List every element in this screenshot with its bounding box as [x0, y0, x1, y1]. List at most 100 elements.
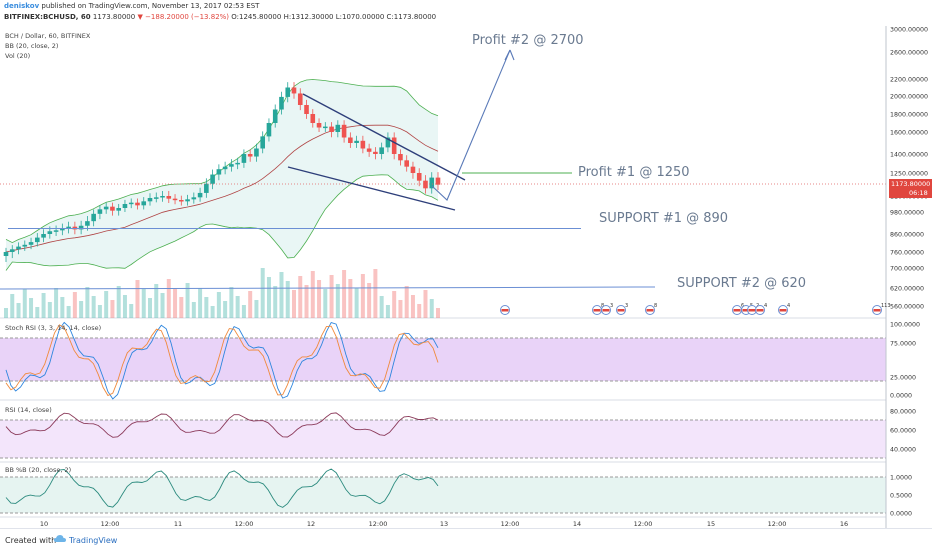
vol-legend[interactable]: Vol (20): [5, 52, 31, 60]
stoch-d-line: [5, 324, 439, 397]
time-tick-label: 12:00: [369, 520, 388, 528]
volume-bar: [298, 276, 303, 318]
volume-bar: [367, 283, 372, 318]
volume-bar: [60, 297, 65, 318]
volume-bar: [241, 305, 246, 318]
candle-body: [103, 206, 109, 210]
volume-bar: [373, 269, 378, 318]
candle-body: [97, 209, 103, 214]
volume-bar: [379, 296, 384, 318]
candle-body: [310, 114, 316, 123]
candle-body: [266, 123, 272, 137]
volume-bar: [173, 288, 178, 318]
volume-bar: [16, 303, 21, 318]
open-value: O:1245.80000: [231, 13, 282, 21]
candle-body: [279, 96, 284, 110]
price-tick-label: 2000.00000: [890, 94, 928, 101]
volume-bar: [360, 274, 365, 318]
candle-body: [210, 174, 215, 184]
bbpb-legend[interactable]: BB %B (20, close, 2): [5, 466, 72, 474]
lower-trendline: [287, 166, 456, 211]
volume-bar: [97, 305, 102, 318]
volume-bar: [429, 299, 434, 318]
volume-bar: [148, 298, 152, 318]
event-count: 4: [764, 303, 767, 309]
volume-bar: [254, 300, 259, 318]
stoch-k-line: [5, 321, 439, 400]
volume-bar: [304, 285, 309, 318]
volume-bar: [323, 289, 328, 318]
event-flag-stripe: [779, 309, 787, 312]
rsi-legend[interactable]: RSI (14, close): [5, 406, 52, 414]
drawings[interactable]: [0, 49, 886, 290]
volume-bar: [41, 293, 46, 318]
bbpb-tick-label: 0.0000: [890, 511, 912, 518]
volume-bar: [273, 286, 278, 318]
candle-body: [197, 192, 203, 198]
bb-legend[interactable]: BB (20, close, 2): [5, 42, 59, 50]
volume-bar: [154, 284, 159, 318]
volume-bar: [392, 291, 397, 318]
rsi-tick-label: 80.0000: [890, 409, 916, 416]
stoch-legend[interactable]: Stoch RSI (3, 3, 14, 14, close): [5, 324, 102, 332]
candle-body: [272, 109, 278, 123]
candlesticks: [3, 82, 441, 262]
close-value: C:1173.80000: [386, 13, 437, 21]
projection-arrow: [431, 49, 511, 201]
volume-bar: [279, 272, 284, 318]
publish-line: deniskov published on TradingView.com, N…: [4, 2, 259, 11]
time-tick-label: 12:00: [634, 520, 653, 528]
candle-body: [410, 166, 416, 173]
tradingview-cloud-icon: [54, 535, 66, 542]
volume-bar: [329, 275, 334, 318]
volume-bar: [354, 288, 359, 318]
volume-bar: [292, 290, 296, 318]
volume-bar: [160, 293, 165, 318]
volume-bar: [141, 289, 146, 318]
tradingview-link[interactable]: TradingView: [69, 536, 118, 545]
candle-body: [179, 200, 184, 202]
volume-bar: [166, 279, 171, 318]
candle-body: [297, 93, 303, 105]
volume-bars: [4, 268, 440, 318]
candle-body: [435, 177, 441, 185]
price-tick-label: 620.00000: [890, 286, 924, 293]
candle-body: [91, 213, 96, 222]
stoch-band: [0, 338, 886, 381]
price-tick-label: 2600.00000: [890, 50, 928, 57]
profit1-label[interactable]: Profit #1 @ 1250: [578, 165, 690, 180]
bollinger-bands: [5, 79, 439, 271]
time-tick-label: 12:00: [768, 520, 787, 528]
upper-trendline: [302, 93, 466, 181]
event-flag-stripe: [617, 309, 625, 312]
volume-bar: [285, 281, 290, 318]
profit2-label[interactable]: Profit #2 @ 2700: [472, 33, 584, 48]
axes: 3000.00000 2600.00000 2200.00000 2000.00000…: [40, 26, 928, 528]
support1-label[interactable]: SUPPORT #1 @ 890: [599, 211, 729, 226]
candle-body: [153, 197, 159, 199]
event-flag-stripe: [756, 309, 764, 312]
volume-bar: [404, 286, 409, 318]
support2-label[interactable]: SUPPORT #2 @ 620: [677, 276, 807, 291]
volume-bar: [423, 290, 428, 318]
volume-bar: [104, 291, 109, 318]
price-tick-label: 1400.00000: [890, 152, 928, 159]
candle-body: [47, 231, 53, 234]
event-count: 3: [610, 303, 613, 309]
author-link[interactable]: deniskov: [4, 2, 40, 10]
volume-bar: [248, 291, 253, 318]
footer: Created with TradingView: [0, 528, 932, 551]
publish-info: published on TradingView.com, November 1…: [39, 2, 260, 10]
event-flag-stripe: [742, 309, 750, 312]
price-tick-label: 700.00000: [890, 266, 924, 273]
candle-body: [335, 124, 341, 132]
volume-bar: [385, 305, 390, 318]
current-price-tag: 1173.80000: [889, 179, 932, 189]
candle-body: [291, 87, 297, 94]
indicator-lines: [5, 321, 439, 508]
candle-body: [360, 140, 366, 149]
candle-body: [429, 177, 435, 189]
volume-bar: [398, 300, 403, 318]
price-tick-label: 1600.00000: [890, 130, 928, 137]
